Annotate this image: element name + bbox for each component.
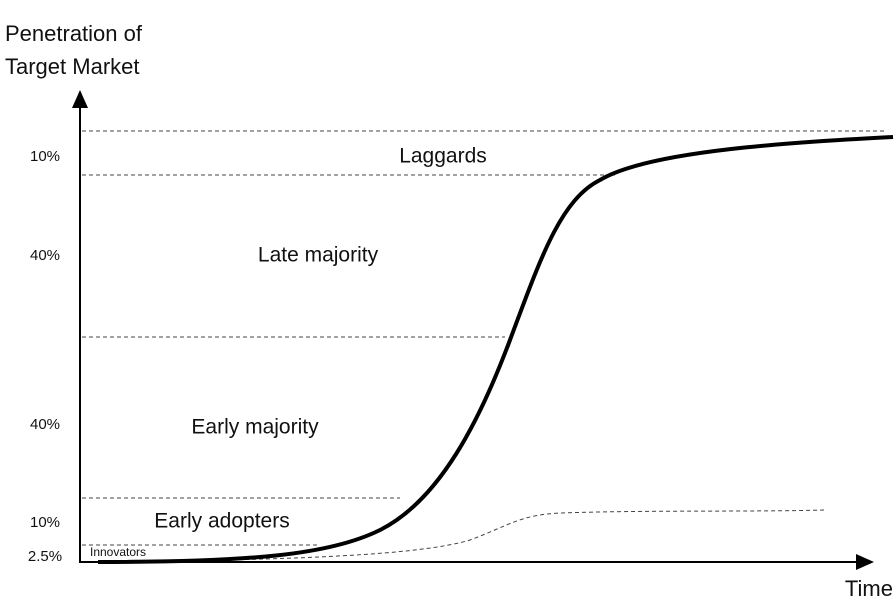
segment-label: Late majority (258, 244, 379, 267)
segment-share: 10% (30, 148, 60, 165)
x-axis-title: Time (845, 576, 893, 601)
segment-label: Early adopters (154, 510, 289, 533)
segment-share: 40% (30, 247, 60, 264)
segment-label: Laggards (399, 145, 487, 168)
y-axis-title: Penetration of (5, 21, 143, 46)
segment-label: Early majority (191, 416, 319, 439)
adoption-rate-curve (97, 509, 826, 563)
y-axis-title: Target Market (5, 54, 140, 79)
segment-share: 10% (30, 514, 60, 531)
cumulative-adoption-curve (97, 135, 894, 564)
segment-label: Innovators (90, 545, 146, 559)
segment-share: 40% (30, 416, 60, 433)
segment-share: 2.5% (28, 548, 62, 565)
